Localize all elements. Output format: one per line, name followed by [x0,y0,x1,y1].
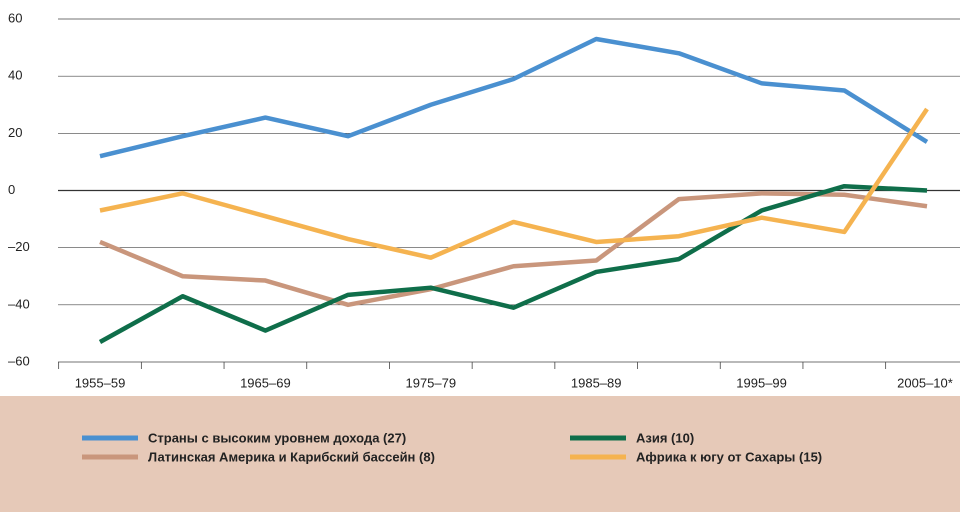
y-tick-label: 40 [8,68,22,83]
x-tick-label: 1995–99 [736,375,787,390]
legend-label: Азия (10) [636,430,694,445]
x-tick-label: 1955–59 [75,375,126,390]
series-line [99,191,928,308]
x-tick-label: 2005–10* [897,375,953,390]
y-tick-label: –40 [8,296,30,311]
x-tick-label: 1985–89 [571,375,622,390]
y-tick-label: –60 [8,353,30,368]
legend-label: Страны с высоким уровнем дохода (27) [148,430,406,445]
y-tick-label: 20 [8,125,22,140]
series-line [98,183,928,344]
legend-label: Латинская Америка и Карибский бассейн (8… [148,449,435,464]
y-tick-label: 0 [8,182,15,197]
legend-background [0,396,960,512]
y-tick-label: 60 [8,10,22,25]
legend-label: Африка к югу от Сахары (15) [636,449,822,464]
series-line [99,36,929,159]
y-tick-label: –20 [8,239,30,254]
x-tick-label: 1975–79 [405,375,456,390]
series-line [99,107,929,260]
x-tick-label: 1965–69 [240,375,291,390]
